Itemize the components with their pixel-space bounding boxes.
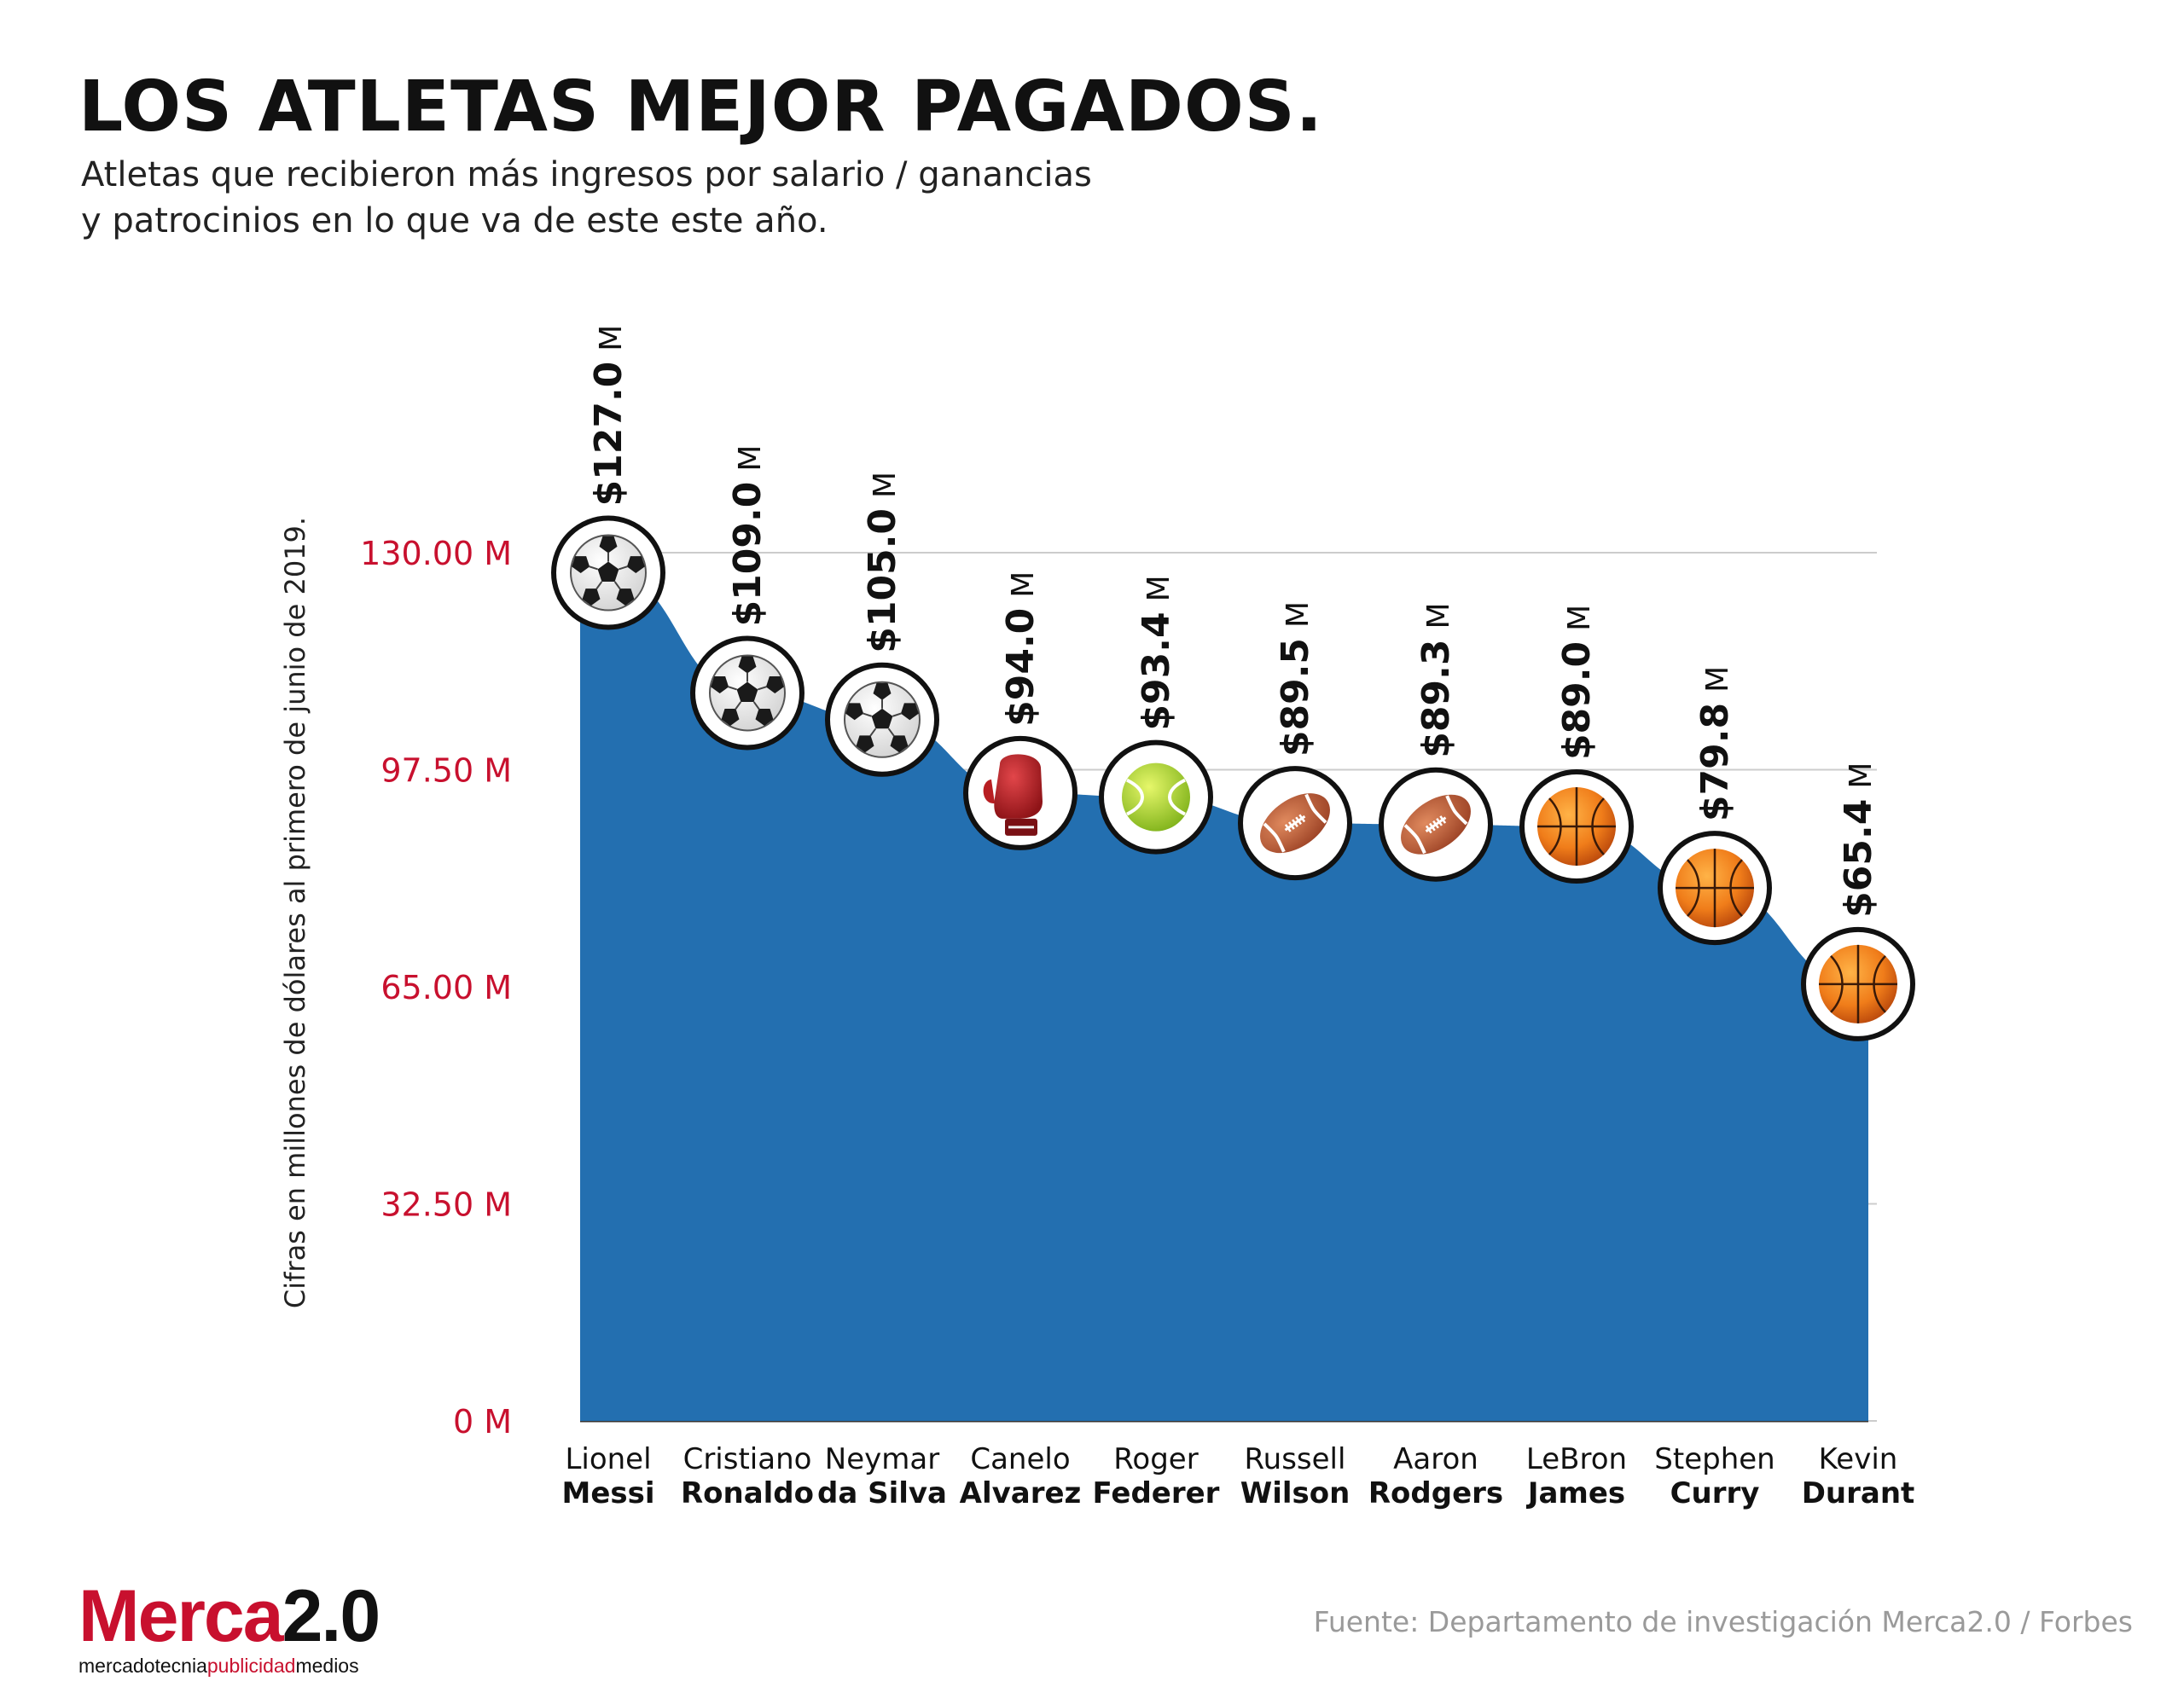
category-last-name-2: da Silva [817, 1476, 947, 1510]
subtitle-line-2: y patrocinios en lo que va de este este … [81, 201, 828, 241]
logo-tag-1: mercadotecnia [78, 1655, 207, 1677]
basketball-icon [1676, 849, 1754, 928]
basketball-icon [1537, 787, 1616, 867]
y-tick-label-1: 32.50 M [380, 1186, 512, 1224]
category-last-name-0: Messi [561, 1476, 654, 1510]
category-last-name-9: Durant [1802, 1476, 1915, 1510]
category-first-name-5: Russell [1245, 1442, 1346, 1476]
value-labels: $127.0M$109.0M$105.0M$94.0M$93.4M$89.5M$… [587, 325, 1880, 918]
value-number-3: $94.0 [999, 608, 1043, 727]
category-first-name-9: Kevin [1819, 1442, 1898, 1476]
category-first-name-4: Roger [1113, 1442, 1198, 1476]
soccer-ball-icon [844, 681, 921, 758]
football-icon [1260, 793, 1330, 854]
merca-logo: Merca2.0 mercadotecniapublicidadmedios [78, 1580, 380, 1677]
basketball-icon [1819, 944, 1897, 1023]
value-label-6: $89.3 M [1414, 602, 1458, 757]
value-unit-3: M [1006, 571, 1041, 598]
value-number-4: $93.4 [1135, 612, 1178, 730]
data-point-marker-7 [1519, 769, 1634, 884]
value-number-6: $89.3 [1414, 640, 1458, 758]
value-number-7: $89.0 [1555, 641, 1599, 760]
category-last-name-8: Curry [1670, 1476, 1760, 1510]
logo-word-dark: 2.0 [282, 1575, 381, 1657]
football-icon [1401, 794, 1471, 855]
value-number-2: $105.0 [861, 508, 904, 653]
category-last-name-6: Rodgers [1368, 1476, 1503, 1510]
value-label-1: $109.0 M [726, 445, 770, 627]
value-label-5: $89.5 M [1274, 601, 1317, 757]
value-label-7: $89.0 M [1555, 605, 1599, 760]
y-tick-label-2: 65.00 M [380, 969, 512, 1006]
value-unit-5: M [1281, 601, 1316, 628]
data-point-marker-3 [963, 735, 1077, 850]
area-fill [580, 572, 1868, 1421]
category-first-name-6: Aaron [1393, 1442, 1478, 1476]
source-note: Fuente: Departamento de investigación Me… [1313, 1605, 2133, 1638]
category-last-name-3: Alvarez [960, 1476, 1082, 1510]
value-unit-1: M [733, 445, 768, 472]
value-label-0: $127.0 M [587, 325, 630, 507]
logo-tagline: mercadotecniapublicidadmedios [78, 1655, 379, 1677]
boxing-glove-icon [983, 754, 1043, 836]
value-number-9: $65.4 [1837, 799, 1880, 918]
value-unit-2: M [868, 472, 903, 498]
logo-tag-2: publicidad [206, 1655, 296, 1677]
logo-wordmark: Merca2.0 [78, 1580, 380, 1653]
logo-tag-3: medios [295, 1655, 359, 1677]
category-first-name-3: Canelo [970, 1442, 1070, 1476]
category-first-name-1: Cristiano [683, 1442, 812, 1476]
value-unit-7: M [1562, 605, 1597, 631]
sport-markers [551, 515, 1915, 1041]
data-point-marker-9 [1801, 926, 1915, 1041]
value-unit-6: M [1421, 602, 1456, 629]
data-point-marker-1 [690, 635, 804, 751]
y-axis-label: Cifras en millones de dólares al primero… [279, 517, 311, 1308]
value-label-4: $93.4 M [1135, 575, 1178, 730]
value-number-8: $79.8 [1693, 703, 1737, 821]
y-tick-label-3: 97.50 M [380, 752, 512, 790]
value-label-9: $65.4 M [1837, 762, 1880, 918]
category-last-name-4: Federer [1093, 1476, 1220, 1510]
y-tick-label-0: 0 M [453, 1403, 512, 1441]
category-first-name-0: Lionel [565, 1442, 651, 1476]
area-series [580, 572, 1868, 1421]
value-unit-0: M [594, 325, 629, 351]
category-first-name-2: Neymar [825, 1442, 939, 1476]
value-number-5: $89.5 [1274, 638, 1317, 757]
value-label-8: $79.8 M [1693, 666, 1737, 821]
tennis-ball-icon [1122, 762, 1190, 832]
data-point-marker-0 [551, 515, 665, 630]
y-axis-ticks: 0 M 32.50 M 65.00 M 97.50 M 130.00 M [360, 535, 512, 1441]
value-unit-8: M [1700, 666, 1735, 693]
logo-word-red: Merca [78, 1575, 284, 1657]
value-unit-9: M [1844, 762, 1879, 789]
soccer-ball-icon [709, 654, 786, 732]
category-last-name-1: Ronaldo [681, 1476, 814, 1510]
value-label-3: $94.0 M [999, 571, 1043, 727]
value-number-1: $109.0 [726, 482, 770, 627]
soccer-ball-icon [570, 534, 647, 612]
category-first-name-7: LeBron [1526, 1442, 1627, 1476]
data-point-marker-8 [1658, 831, 1772, 946]
data-point-marker-6 [1379, 767, 1493, 882]
value-unit-4: M [1141, 575, 1176, 601]
value-number-0: $127.0 [587, 362, 630, 507]
data-point-marker-5 [1238, 766, 1352, 881]
data-point-marker-2 [825, 662, 939, 777]
subtitle-line-1: Atletas que recibieron más ingresos por … [81, 155, 1092, 194]
value-label-2: $105.0 M [861, 472, 904, 653]
category-last-name-7: James [1526, 1476, 1625, 1510]
data-point-marker-4 [1099, 739, 1213, 855]
page-subtitle: Atletas que recibieron más ingresos por … [81, 152, 1361, 244]
category-last-name-5: Wilson [1240, 1476, 1350, 1510]
page-title: LOS ATLETAS MEJOR PAGADOS. [78, 67, 1323, 148]
y-tick-label-4: 130.00 M [360, 535, 512, 572]
category-first-name-8: Stephen [1654, 1442, 1774, 1476]
